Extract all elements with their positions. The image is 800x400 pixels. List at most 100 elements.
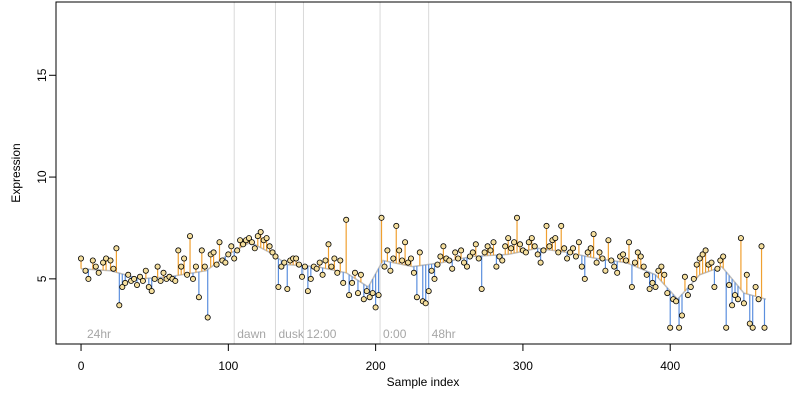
data-point bbox=[319, 271, 326, 278]
data-point bbox=[281, 259, 288, 266]
data-point bbox=[702, 247, 709, 254]
data-point bbox=[514, 214, 521, 221]
data-point bbox=[575, 239, 582, 246]
time-marker-labels: 24hr dawn dusk 12:00 0:00 48hr bbox=[87, 327, 456, 341]
data-point bbox=[78, 255, 85, 262]
data-point bbox=[275, 283, 282, 290]
data-point bbox=[372, 304, 379, 311]
y-tick-label: 5 bbox=[35, 275, 49, 282]
data-point bbox=[378, 214, 385, 221]
data-point bbox=[684, 292, 691, 299]
data-point bbox=[434, 261, 441, 268]
data-point bbox=[555, 249, 562, 256]
data-point bbox=[116, 302, 123, 309]
data-point bbox=[729, 302, 736, 309]
data-point bbox=[531, 243, 538, 250]
data-point bbox=[404, 259, 411, 266]
data-point bbox=[225, 251, 232, 258]
data-point bbox=[184, 271, 191, 278]
y-axis-title: Expression bbox=[9, 143, 23, 202]
data-point bbox=[369, 290, 376, 297]
data-point bbox=[390, 255, 397, 262]
data-point bbox=[145, 283, 152, 290]
data-point bbox=[198, 247, 205, 254]
data-point bbox=[266, 243, 273, 250]
data-point bbox=[693, 261, 700, 268]
data-point bbox=[216, 239, 223, 246]
data-point bbox=[307, 275, 314, 282]
data-point bbox=[175, 247, 182, 254]
data-point bbox=[231, 255, 238, 262]
data-point bbox=[690, 275, 697, 282]
time-marker-label: dawn bbox=[237, 327, 266, 341]
data-point bbox=[254, 233, 261, 240]
data-point bbox=[552, 235, 559, 242]
data-point bbox=[354, 290, 361, 297]
data-point bbox=[428, 267, 435, 274]
data-point bbox=[593, 259, 600, 266]
data-point bbox=[325, 241, 332, 248]
data-points bbox=[78, 214, 768, 331]
data-point bbox=[425, 288, 432, 295]
data-point bbox=[363, 288, 370, 295]
data-point bbox=[543, 222, 550, 229]
data-point bbox=[655, 267, 662, 274]
data-point bbox=[110, 265, 117, 272]
data-point bbox=[248, 239, 255, 246]
data-point bbox=[469, 249, 476, 256]
data-point bbox=[717, 257, 724, 264]
data-point bbox=[107, 257, 114, 264]
data-point bbox=[611, 263, 618, 270]
data-point bbox=[572, 253, 579, 260]
data-point bbox=[761, 324, 768, 331]
data-point bbox=[328, 263, 335, 270]
data-point bbox=[496, 253, 503, 260]
data-point bbox=[584, 249, 591, 256]
data-point bbox=[481, 249, 488, 256]
data-point bbox=[322, 257, 329, 264]
data-point bbox=[304, 288, 311, 295]
time-marker-label: 12:00 bbox=[306, 327, 336, 341]
data-point bbox=[652, 283, 659, 290]
data-point bbox=[546, 243, 553, 250]
data-point bbox=[95, 269, 102, 276]
data-point bbox=[643, 271, 650, 278]
data-point bbox=[343, 216, 350, 223]
data-point bbox=[472, 241, 479, 248]
data-point bbox=[416, 249, 423, 256]
data-point bbox=[484, 243, 491, 250]
data-point bbox=[340, 279, 347, 286]
y-tick-label: 15 bbox=[35, 68, 49, 82]
data-point bbox=[85, 275, 92, 282]
x-tick-label: 300 bbox=[513, 359, 533, 373]
data-point bbox=[661, 271, 668, 278]
data-point bbox=[752, 283, 759, 290]
data-point bbox=[522, 249, 529, 256]
data-point bbox=[263, 235, 270, 242]
data-point bbox=[634, 249, 641, 256]
data-point bbox=[407, 255, 414, 262]
data-point bbox=[614, 269, 621, 276]
data-point bbox=[646, 285, 653, 292]
x-axis-title: Sample index bbox=[387, 375, 460, 389]
data-point bbox=[743, 271, 750, 278]
data-point bbox=[587, 245, 594, 252]
x-tick-label: 200 bbox=[366, 359, 386, 373]
data-point bbox=[696, 255, 703, 262]
data-point bbox=[272, 253, 279, 260]
data-point bbox=[131, 275, 138, 282]
data-point bbox=[637, 253, 644, 260]
data-point bbox=[222, 259, 229, 266]
data-point bbox=[278, 263, 285, 270]
data-point bbox=[537, 259, 544, 266]
data-point bbox=[596, 249, 603, 256]
data-point bbox=[410, 269, 417, 276]
data-point bbox=[620, 251, 627, 258]
data-point bbox=[631, 259, 638, 266]
data-point bbox=[422, 300, 429, 307]
data-point bbox=[502, 243, 509, 250]
data-point bbox=[431, 275, 438, 282]
data-point bbox=[564, 255, 571, 262]
data-point bbox=[711, 283, 718, 290]
